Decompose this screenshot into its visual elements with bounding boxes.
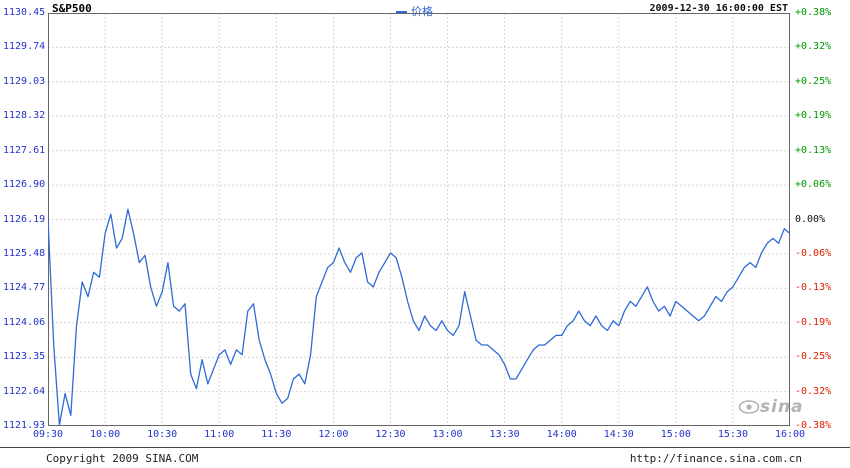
chart-legend: 价格 (396, 3, 433, 19)
y-axis-label-price: 1122.64 (3, 385, 46, 397)
y-axis-label-percent: +0.25% (795, 75, 832, 87)
x-axis-label-time: 10:30 (147, 429, 178, 440)
y-axis-label-price: 1124.06 (3, 316, 46, 328)
legend-label: 价格 (411, 5, 433, 18)
y-axis-label-price: 1125.48 (3, 247, 46, 259)
y-axis-label-price: 1123.35 (3, 351, 46, 363)
y-axis-label-percent: +0.06% (795, 179, 832, 191)
y-axis-label-price: 1126.19 (3, 213, 46, 225)
y-axis-label-percent: -0.25% (795, 351, 832, 363)
y-axis-label-price: 1129.03 (3, 75, 46, 87)
y-axis-label-percent: +0.19% (795, 110, 832, 122)
y-axis-label-price: 1128.32 (3, 110, 46, 122)
x-axis-label-time: 14:00 (546, 429, 577, 440)
price-chart-svg (48, 13, 790, 426)
y-axis-label-percent: -0.38% (795, 420, 832, 431)
x-axis-label-time: 12:30 (375, 429, 406, 440)
x-axis-label-time: 16:00 (774, 429, 806, 440)
x-axis-label-time: 11:30 (261, 429, 292, 440)
copyright-text: Copyright 2009 SINA.COM (46, 451, 199, 465)
plot-area (48, 13, 790, 426)
y-axis-label-price: 1130.45 (3, 7, 46, 18)
y-axis-label-percent: +0.13% (795, 144, 832, 156)
x-axis-label-time: 15:00 (660, 429, 691, 440)
x-axis-label-time: 13:30 (489, 429, 520, 440)
x-axis-label-time: 09:30 (32, 429, 64, 440)
y-axis-label-percent: +0.32% (795, 41, 832, 53)
footer-url[interactable]: http://finance.sina.com.cn (629, 451, 802, 465)
y-axis-label-price: 1129.74 (3, 41, 46, 53)
y-axis-label-price: 1124.77 (3, 282, 46, 294)
x-axis-label-time: 15:30 (717, 429, 748, 440)
sina-watermark: sina (738, 397, 804, 417)
price-line-swatch (396, 11, 407, 13)
y-axis-label-percent: +0.38% (795, 7, 832, 18)
y-axis-label-percent: -0.32% (795, 385, 832, 397)
footer-bar: Copyright 2009 SINA.COM http://finance.s… (0, 447, 850, 468)
x-axis-label-time: 13:00 (432, 429, 463, 440)
x-axis-label-time: 14:30 (603, 429, 634, 440)
sina-eye-icon (738, 400, 760, 414)
y-axis-label-price: 1127.61 (3, 144, 46, 156)
x-axis-label-time: 11:00 (204, 429, 235, 440)
y-axis-label-price: 1121.93 (3, 420, 46, 431)
timestamp-label: 2009-12-30 16:00:00 EST (649, 3, 788, 14)
sina-watermark-text: sina (760, 397, 804, 417)
y-axis-label-price: 1126.90 (3, 179, 46, 191)
y-axis-label-percent: -0.06% (795, 247, 832, 259)
symbol-label: S&P500 (52, 2, 92, 15)
x-axis-label-time: 10:00 (90, 429, 121, 440)
y-axis-label-percent: -0.19% (795, 316, 832, 328)
x-axis-label-time: 12:00 (318, 429, 349, 440)
y-axis-label-percent: 0.00% (795, 213, 826, 225)
y-axis-label-percent: -0.13% (795, 282, 832, 294)
